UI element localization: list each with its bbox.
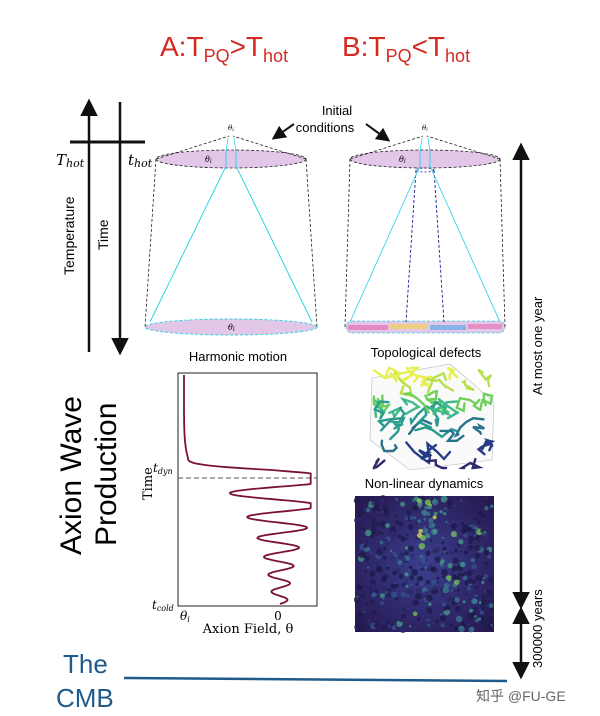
time-label: Time: [95, 219, 111, 250]
T-hot-label: Thot: [56, 151, 85, 170]
axion-wave-line1: Axion Wave: [55, 396, 88, 555]
scenario-b-title: B:TPQ<Thot: [342, 31, 470, 66]
topological-defects-image: [369, 363, 496, 471]
cone-a-theta-mid: θi: [205, 155, 212, 165]
cone-a-theta-bottom: θi: [228, 323, 235, 333]
zero-tick-label: 0: [274, 609, 282, 623]
axion-wave-line2: Production: [90, 403, 123, 546]
axion-field-curve: [183, 375, 312, 605]
initial-conditions-arrow-b: [365, 123, 391, 142]
cmb-line1: The: [63, 649, 108, 679]
nonlinear-dynamics-image: [353, 495, 495, 634]
initial-conditions-arrow-a: [271, 123, 295, 140]
cmb-line: [123, 676, 508, 683]
topological-defects-caption: Topological defects: [371, 345, 482, 360]
cone-a-theta-top: θi: [228, 124, 234, 133]
temperature-label: Temperature: [61, 196, 77, 275]
plot-xlabel: Axion Field, θ: [202, 622, 294, 637]
plot-frame: [177, 372, 318, 607]
harmonic-plot: [177, 372, 318, 607]
t-dyn-tick-label: tdyn: [153, 461, 173, 476]
cone-b: [344, 135, 506, 334]
at-most-one-year-label: At most one year: [530, 296, 545, 395]
cmb-line2: CMB: [56, 683, 114, 713]
initial-conditions-line1: Initial: [322, 103, 352, 118]
harmonic-motion-caption: Harmonic motion: [189, 349, 287, 364]
scenario-a-title: A:TPQ>Thot: [160, 31, 288, 66]
cone-b-theta-top: θi: [422, 124, 428, 133]
cone-a: [144, 135, 318, 336]
cone-b-theta-mid: θi: [399, 155, 406, 165]
t-hot-label: thot: [128, 151, 153, 170]
t-cold-tick-label: tcold: [152, 598, 174, 613]
nonlinear-dynamics-caption: Non-linear dynamics: [365, 476, 484, 491]
300000-years-label: 300000 years: [530, 589, 545, 668]
initial-conditions-line2: conditions: [296, 120, 355, 135]
watermark: 知乎 @FU-GE: [476, 688, 566, 704]
theta-i-tick-label: θi: [180, 609, 190, 624]
plot-ylabel: Time: [141, 467, 156, 500]
